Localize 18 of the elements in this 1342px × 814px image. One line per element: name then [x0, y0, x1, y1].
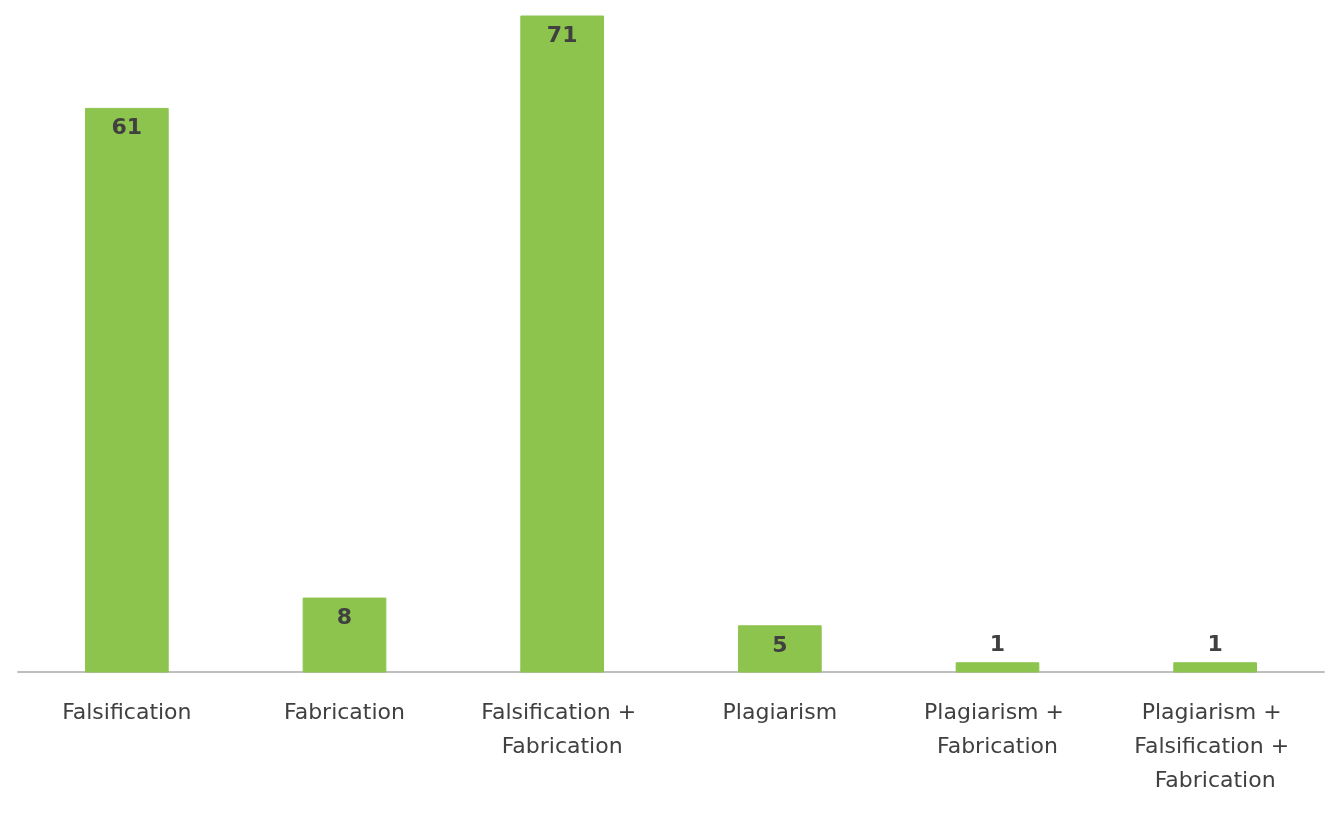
x-tick-label: Falsification + Fabrication [481, 698, 644, 758]
data-label: 71 [546, 22, 578, 47]
x-tick-label: Plagiarism + Falsification + Fabrication [1134, 698, 1297, 792]
bar [955, 662, 1040, 673]
x-tick-label: Plagiarism [722, 698, 838, 724]
data-label: 61 [111, 114, 143, 140]
data-label: 8 [336, 604, 353, 630]
bar [84, 107, 169, 673]
bar [737, 625, 822, 673]
x-tick-label: Falsification [62, 698, 192, 724]
data-label: 1 [1207, 630, 1223, 656]
bar [1173, 662, 1258, 673]
data-label: 1 [989, 630, 1006, 656]
data-label: 5 [772, 631, 788, 657]
bar [302, 597, 387, 673]
x-tick-label: Fabrication [284, 698, 405, 724]
bar [520, 15, 605, 673]
x-tick-label: Plagiarism + Fabrication [924, 698, 1071, 758]
